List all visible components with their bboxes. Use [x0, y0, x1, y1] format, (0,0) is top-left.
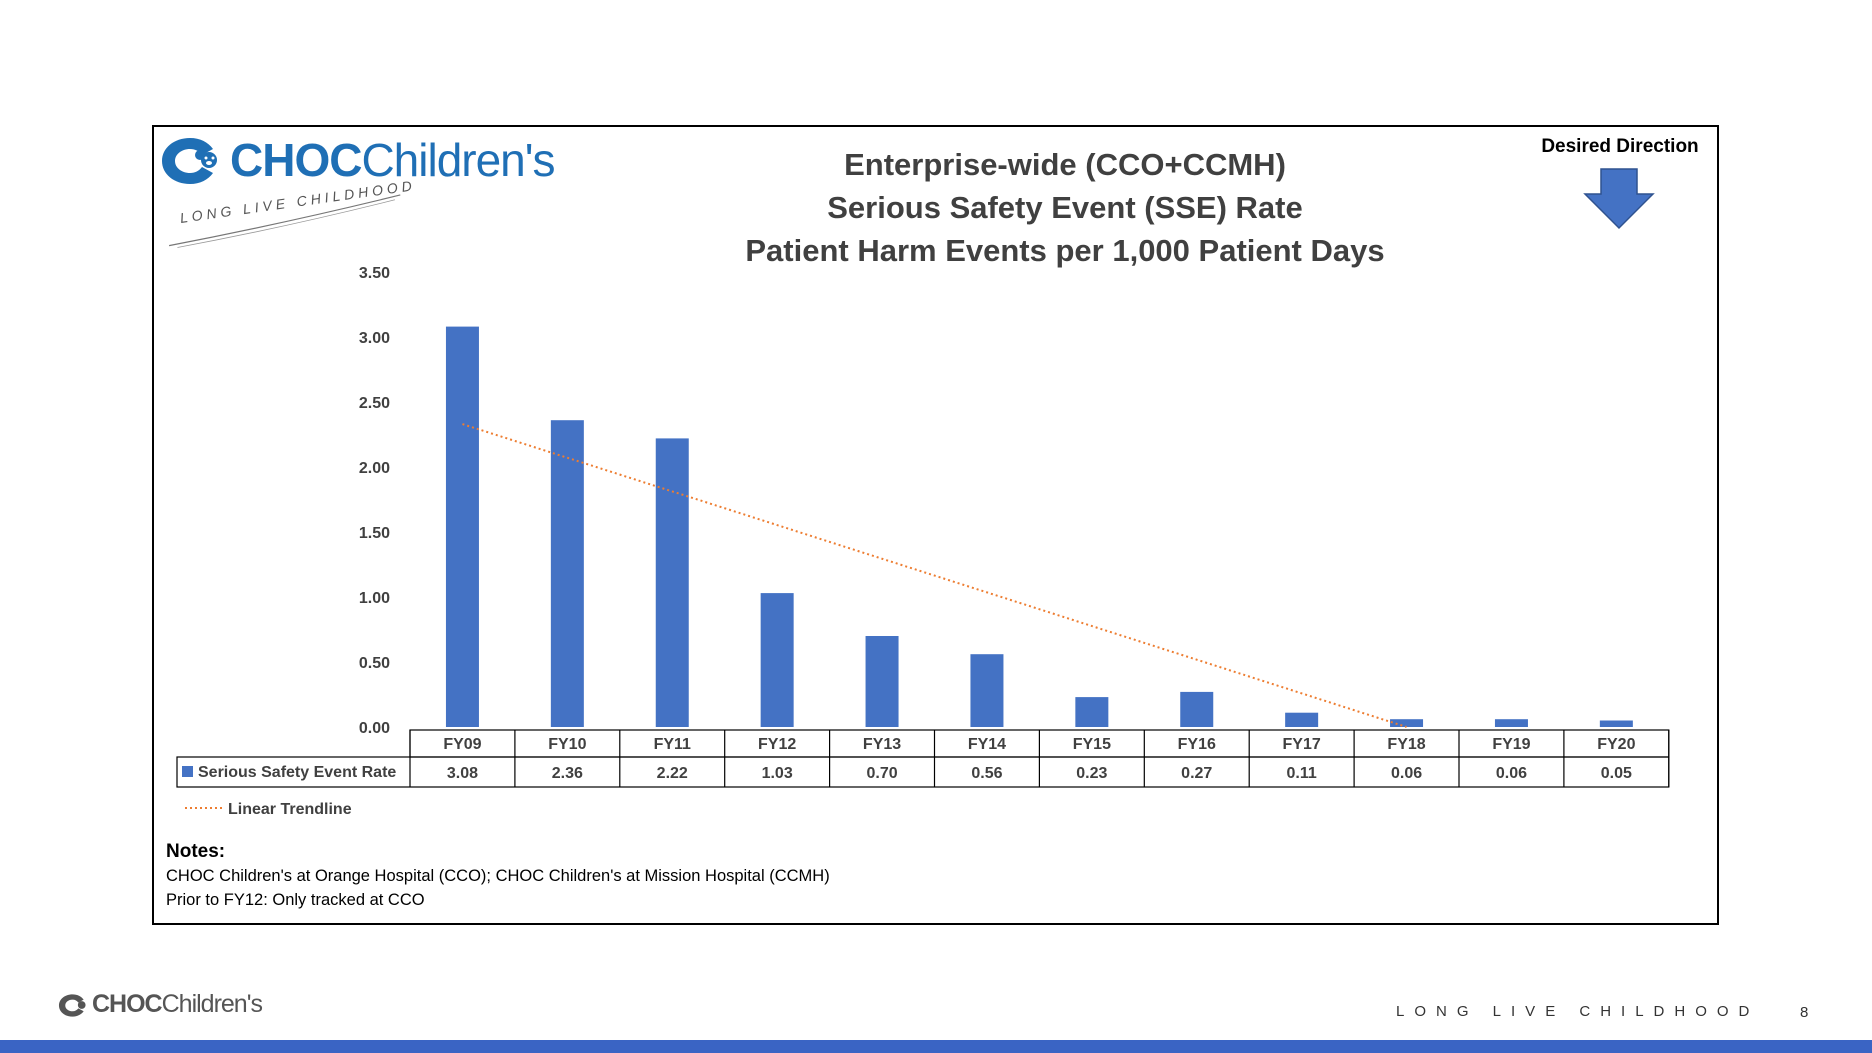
linear-trendline — [462, 424, 1406, 727]
bar-fy15 — [1075, 697, 1108, 727]
bar-fy20 — [1600, 721, 1633, 728]
y-tick-label: 0.00 — [359, 720, 390, 737]
data-label: 0.70 — [866, 765, 897, 782]
y-tick-label: 1.50 — [359, 525, 390, 542]
bar-fy12 — [761, 593, 794, 727]
x-tick-label: FY10 — [548, 736, 586, 753]
data-label: 1.03 — [762, 765, 793, 782]
bar-fy18 — [1390, 719, 1423, 727]
x-tick-label: FY16 — [1178, 736, 1216, 753]
notes-line-1: CHOC Children's at Orange Hospital (CCO)… — [166, 864, 830, 888]
data-label: 0.05 — [1601, 765, 1632, 782]
bar-fy16 — [1180, 692, 1213, 727]
data-label: 2.36 — [552, 765, 583, 782]
footer-tagline: LONG LIVE CHILDHOOD — [1396, 1003, 1759, 1020]
x-tick-label: FY09 — [443, 736, 481, 753]
bar-fy10 — [551, 420, 584, 727]
data-label: 0.11 — [1287, 765, 1317, 782]
notes-section: Notes: CHOC Children's at Orange Hospita… — [166, 840, 830, 912]
footer-logo: CHOCChildren's — [58, 990, 262, 1019]
footer-brand: CHOCChildren's — [92, 990, 262, 1019]
footer-bear-icon — [58, 992, 88, 1018]
series-legend-swatch — [182, 766, 193, 777]
page-number: 8 — [1800, 1004, 1808, 1021]
x-tick-label: FY19 — [1492, 736, 1530, 753]
x-tick-label: FY18 — [1387, 736, 1425, 753]
x-tick-label: FY13 — [863, 736, 901, 753]
bar-fy11 — [656, 438, 689, 727]
y-tick-label: 0.50 — [359, 655, 390, 672]
x-tick-label: FY11 — [654, 736, 691, 753]
y-tick-label: 3.00 — [359, 330, 390, 347]
y-tick-label: 2.50 — [359, 395, 390, 412]
table-value-row — [177, 757, 1669, 787]
data-label: 0.06 — [1391, 765, 1422, 782]
y-tick-label: 3.50 — [359, 265, 390, 282]
data-label: 3.08 — [447, 765, 478, 782]
x-tick-label: FY14 — [968, 736, 1006, 753]
data-label: 0.27 — [1181, 765, 1212, 782]
series-legend-label: Serious Safety Event Rate — [198, 764, 396, 781]
notes-heading: Notes: — [166, 840, 830, 864]
data-label: 0.56 — [971, 765, 1002, 782]
trendline-legend-label: Linear Trendline — [228, 801, 352, 818]
bar-fy14 — [970, 654, 1003, 727]
data-label: 0.23 — [1076, 765, 1107, 782]
x-tick-label: FY20 — [1597, 736, 1635, 753]
bar-fy09 — [446, 327, 479, 727]
y-tick-label: 1.00 — [359, 590, 390, 607]
bar-fy17 — [1285, 713, 1318, 727]
x-tick-label: FY12 — [758, 736, 796, 753]
bar-fy13 — [866, 636, 899, 727]
notes-line-2: Prior to FY12: Only tracked at CCO — [166, 888, 830, 912]
x-tick-label: FY15 — [1073, 736, 1111, 753]
x-tick-label: FY17 — [1283, 736, 1321, 753]
footer-bar — [0, 1040, 1872, 1053]
data-label: 2.22 — [657, 765, 688, 782]
bar-fy19 — [1495, 719, 1528, 727]
data-label: 0.06 — [1496, 765, 1527, 782]
y-tick-label: 2.00 — [359, 460, 390, 477]
